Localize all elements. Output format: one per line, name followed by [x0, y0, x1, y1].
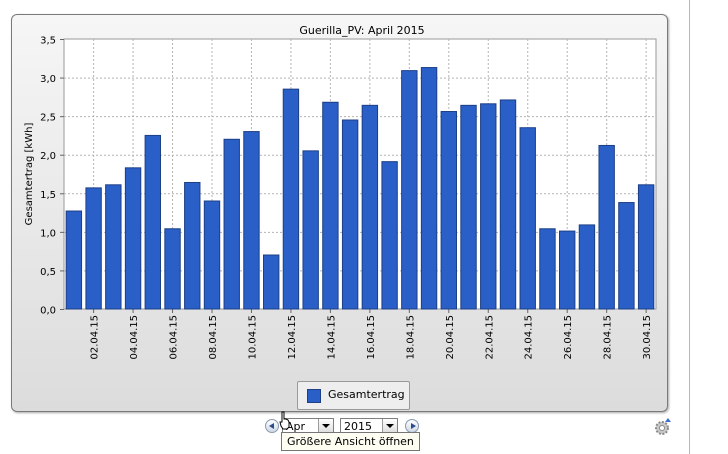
- bar: [263, 254, 280, 310]
- bar: [401, 70, 418, 310]
- y-tick-label: 2,5: [40, 113, 56, 124]
- next-month-button[interactable]: [405, 419, 419, 433]
- month-select[interactable]: Apr: [282, 418, 334, 434]
- bar: [282, 88, 300, 310]
- bar: [243, 131, 260, 310]
- x-tick-label: 12.04.15: [287, 315, 298, 360]
- bar: [559, 230, 576, 310]
- x-tick-label: 14.04.15: [326, 315, 337, 360]
- x-tick-label: 08.04.15: [208, 315, 219, 360]
- chevron-down-icon[interactable]: [382, 419, 397, 433]
- x-tick-label: 06.04.15: [169, 315, 180, 360]
- bar: [223, 138, 240, 310]
- tooltip: Größere Ansicht öffnen: [281, 432, 420, 451]
- bar: [85, 187, 102, 310]
- bar: [184, 181, 201, 310]
- year-select[interactable]: 2015: [340, 418, 398, 434]
- x-tick-label: 28.04.15: [603, 315, 614, 360]
- arrow-right-icon: [411, 423, 416, 429]
- bar: [598, 144, 615, 310]
- bar: [203, 200, 221, 310]
- x-tick-label: 24.04.15: [524, 315, 535, 360]
- y-tick-label: 0,0: [40, 306, 56, 317]
- x-tick-label: 02.04.15: [90, 315, 101, 360]
- year-value: 2015: [344, 420, 372, 433]
- y-axis-label: Gesamtertrag [kWh]: [24, 123, 35, 226]
- bar: [420, 67, 438, 310]
- previous-month-button[interactable]: [265, 419, 279, 433]
- bar: [144, 134, 161, 310]
- chevron-down-icon[interactable]: [318, 419, 333, 433]
- bar: [480, 103, 497, 310]
- legend-swatch: [307, 389, 321, 403]
- month-value: Apr: [286, 420, 306, 433]
- settings-gear-icon[interactable]: [653, 418, 673, 438]
- bar: [164, 228, 181, 310]
- chart-panel: Guerilla_PV: April 2015 Gesamtertrag [kW…: [11, 14, 668, 412]
- bar: [618, 202, 635, 310]
- hand-cursor-icon: [279, 411, 290, 430]
- y-tick-label: 3,5: [40, 36, 56, 47]
- bar: [440, 111, 457, 310]
- x-tick-label: 20.04.15: [445, 315, 456, 360]
- bar: [302, 150, 319, 310]
- bar: [519, 127, 536, 310]
- x-tick-label: 22.04.15: [484, 315, 495, 360]
- bar: [65, 210, 83, 310]
- x-tick-label: 26.04.15: [563, 315, 574, 360]
- x-tick-label: 18.04.15: [405, 315, 416, 360]
- x-tick-label: 30.04.15: [642, 315, 653, 360]
- chart-title: Guerilla_PV: April 2015: [299, 24, 424, 37]
- y-tick-label: 1,0: [40, 228, 56, 239]
- y-tick-label: 0,5: [40, 267, 56, 278]
- bar: [322, 101, 339, 310]
- bar: [499, 99, 517, 310]
- bar: [105, 184, 122, 310]
- bar: [361, 104, 379, 310]
- bar: [539, 228, 556, 310]
- bar: [460, 104, 477, 310]
- x-tick-label: 10.04.15: [247, 315, 258, 360]
- chart-canvas: Guerilla_PV: April 2015 Gesamtertrag [kW…: [24, 24, 657, 360]
- bar: [381, 161, 398, 310]
- legend-label: Gesamtertrag: [328, 388, 405, 401]
- bar: [124, 167, 142, 310]
- y-tick-label: 3,0: [40, 74, 56, 85]
- bar: [341, 119, 359, 310]
- arrow-left-icon: [269, 423, 274, 429]
- x-tick-label: 04.04.15: [129, 315, 140, 360]
- plot-area: [63, 38, 657, 310]
- bar: [637, 184, 655, 310]
- bar: [578, 224, 596, 310]
- chart-legend: Gesamtertrag: [297, 381, 410, 410]
- x-tick-label: 16.04.15: [366, 315, 377, 360]
- right-divider: [689, 0, 690, 454]
- y-tick-label: 1,5: [40, 190, 56, 201]
- y-tick-label: 2,0: [40, 151, 56, 162]
